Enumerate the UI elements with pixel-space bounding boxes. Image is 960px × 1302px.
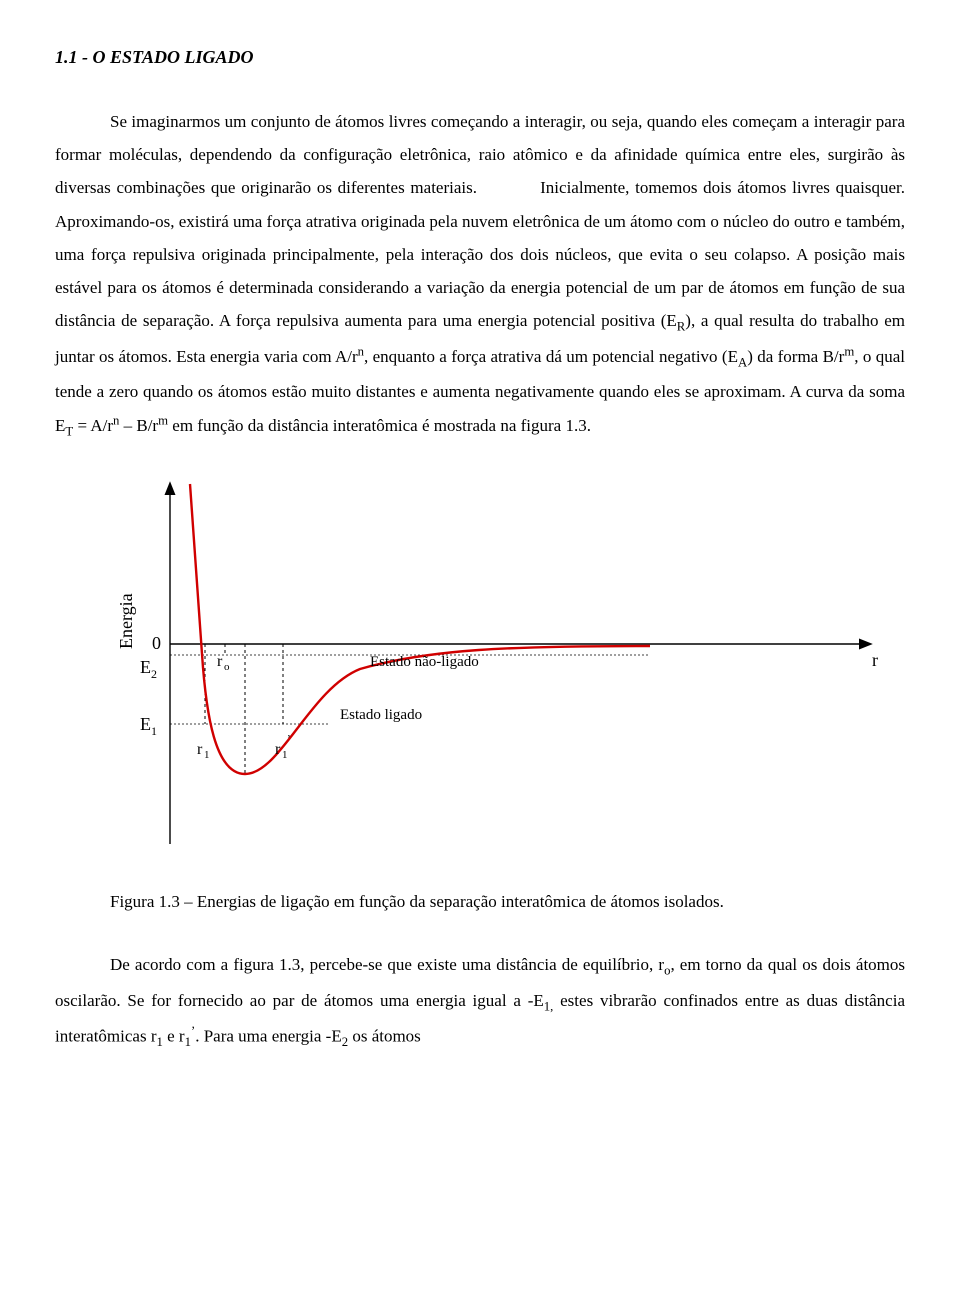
svg-text:E: E	[140, 657, 151, 677]
svg-text:Energia: Energia	[116, 593, 136, 649]
main-paragraph: Se imaginarmos um conjunto de átomos liv…	[55, 105, 905, 444]
svg-text:2: 2	[151, 667, 157, 681]
svg-text:r: r	[275, 741, 281, 758]
section-heading: 1.1 - O ESTADO LIGADO	[55, 40, 905, 75]
svg-text:Estado ligado: Estado ligado	[340, 707, 422, 723]
svg-text:E: E	[140, 714, 151, 734]
energy-chart-svg: Energia0E2E1ror1r1’Estado não-ligadoEsta…	[110, 474, 890, 854]
figure-caption: Figura 1.3 – Energias de ligação em funç…	[55, 885, 905, 918]
svg-text:o: o	[224, 661, 230, 673]
svg-text:0: 0	[152, 633, 161, 653]
svg-text:Estado não-ligado: Estado não-ligado	[370, 654, 479, 670]
svg-text:1: 1	[204, 749, 210, 761]
svg-text:1: 1	[151, 724, 157, 738]
figure-1-3: Energia0E2E1ror1r1’Estado não-ligadoEsta…	[55, 474, 905, 865]
svg-text:’: ’	[287, 733, 291, 745]
svg-text:r: r	[217, 653, 223, 670]
svg-text:1: 1	[282, 749, 288, 761]
final-paragraph: De acordo com a figura 1.3, percebe-se q…	[55, 948, 905, 1054]
svg-text:r: r	[872, 650, 878, 670]
svg-text:r: r	[197, 741, 203, 758]
text-run: Inicialmente, tomemos dois átomos livres…	[55, 178, 905, 435]
